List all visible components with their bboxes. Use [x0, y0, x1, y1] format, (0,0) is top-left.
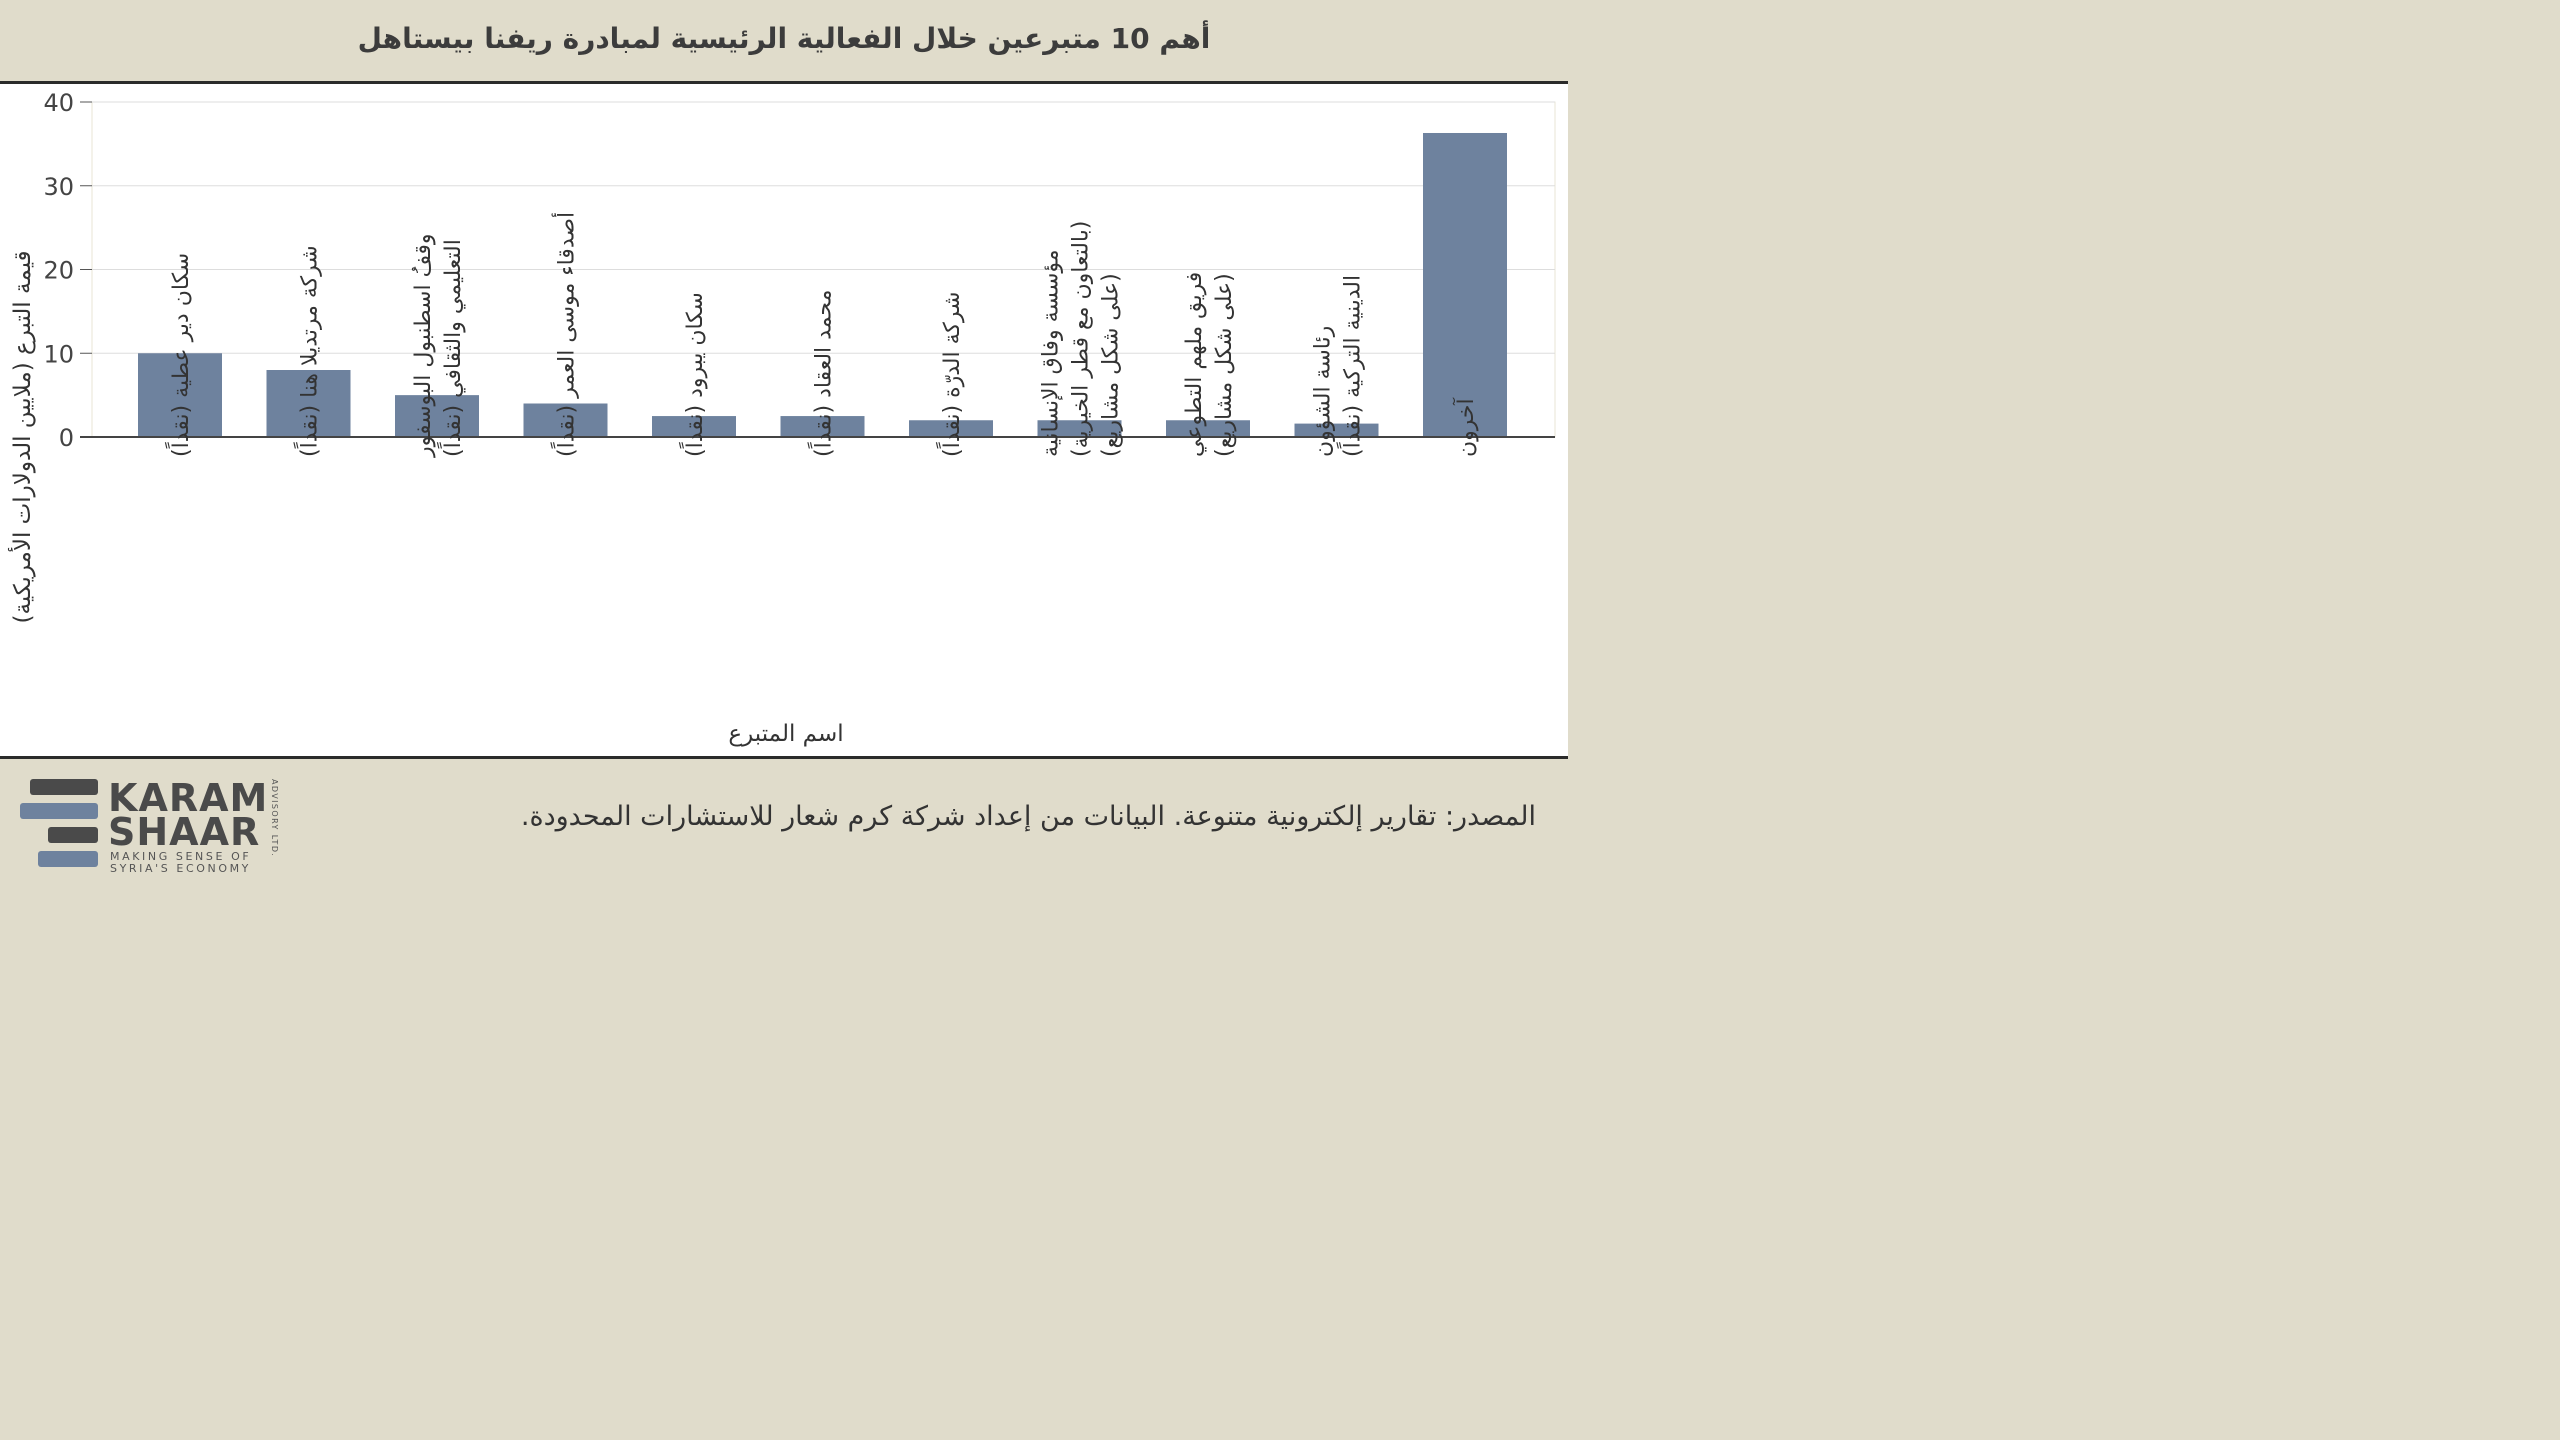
bar [1294, 423, 1379, 437]
x-tick-label: (على شكل مشاريع) [1212, 273, 1237, 457]
x-tick-label: محمد العقاد (نقداً) [807, 290, 837, 457]
bar [909, 420, 993, 437]
bar [780, 416, 865, 437]
x-tick-label: سكان دير عطية (نقداً) [164, 253, 194, 457]
bar [1423, 132, 1507, 438]
logo-tagline-line2: SYRIA'S ECONOMY [110, 862, 252, 875]
x-tick-label: آخرون [1452, 397, 1479, 457]
page: أهم 10 متبرعين خلال الفعالية الرئيسية لم… [0, 0, 1568, 882]
x-tick-label: فريق ملهم التطوعي [1182, 272, 1207, 457]
bar-chart: 0 10 20 30 40 سكان دير عطية (نقداً) شركة مرتد… [8, 89, 1556, 747]
bar [652, 416, 736, 437]
y-tick-label: 30 [43, 173, 74, 201]
logo-bar-icon [20, 803, 98, 819]
x-tick-label: شركة الدرّة (نقداً) [935, 292, 965, 457]
x-tick-label: سكان يبرود (نقداً) [678, 292, 708, 457]
source-note: المصدر: تقارير إلكترونية متنوعة. البيانا… [520, 801, 1536, 832]
x-tick-label: الدينية التركية (نقداً) [1336, 275, 1366, 457]
footer: KARAM SHAAR MAKING SENSE OF SYRIA'S ECON… [0, 756, 1568, 882]
x-tick-label: أصدقاء موسى العمر (نقداً) [550, 212, 580, 457]
logo-wordmark-line1: KARAM [108, 776, 269, 820]
bar [1166, 420, 1250, 437]
bars [138, 132, 1507, 438]
bar [523, 403, 608, 437]
logo-bar-icon [30, 779, 98, 795]
x-axis-title: اسم المتبرع [728, 721, 843, 747]
logo-side-text: ADVISORY LTD. [270, 779, 279, 858]
axes: 0 10 20 30 40 [43, 89, 1555, 452]
bar [266, 370, 351, 437]
logo-bar-icon [38, 851, 98, 867]
x-tick-label: رئاسة الشؤون [1311, 326, 1336, 457]
header: أهم 10 متبرعين خلال الفعالية الرئيسية لم… [0, 0, 1568, 84]
x-tick-label: (بالتعاون مع قطر الخيرية) [1069, 221, 1094, 457]
category-labels: سكان دير عطية (نقداً) شركة مرتديلا هنا (ن… [164, 212, 1479, 458]
company-logo: KARAM SHAAR MAKING SENSE OF SYRIA'S ECON… [18, 777, 298, 875]
x-tick-label: التعليمي والثقافي (نقداً) [436, 239, 466, 457]
logo-bar-icon [48, 827, 98, 843]
y-tick-label: 20 [43, 257, 74, 285]
x-tick-label: مؤسسة وفاق الإنسانية [1039, 249, 1064, 457]
logo-tagline-line1: MAKING SENSE OF [110, 850, 252, 863]
y-axis-title: قيمة التبرع (ملايين الدولارات الأمريكية) [8, 250, 36, 623]
y-tick-label: 10 [43, 340, 74, 368]
x-tick-label: شركة مرتديلا هنا (نقداً) [293, 245, 323, 457]
x-tick-label: (على شكل مشاريع) [1099, 273, 1124, 457]
chart-area: 0 10 20 30 40 سكان دير عطية (نقداً) شركة مرتد… [0, 84, 1568, 756]
bar [138, 353, 222, 437]
logo-wordmark-line2: SHAAR [108, 810, 261, 854]
y-tick-label: 0 [59, 424, 74, 452]
bar [1037, 420, 1122, 437]
y-tick-label: 40 [43, 89, 74, 117]
x-tick-label: وقفُ اسطنبول البوسفور [411, 234, 436, 459]
bar [395, 395, 479, 437]
chart-title: أهم 10 متبرعين خلال الفعالية الرئيسية لم… [357, 22, 1211, 55]
